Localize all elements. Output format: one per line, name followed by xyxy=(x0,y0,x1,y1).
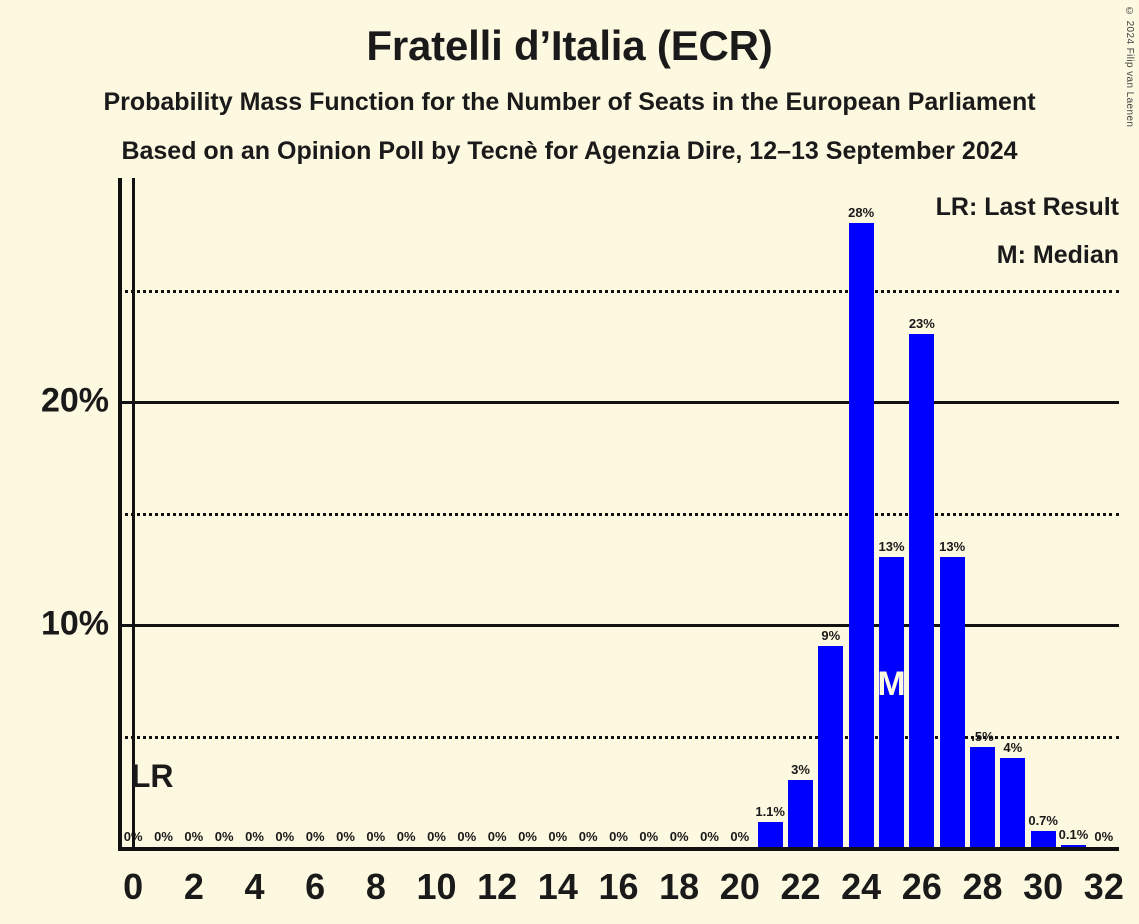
bar-value-label: 9% xyxy=(821,628,841,644)
bar xyxy=(818,646,844,847)
gridline-major xyxy=(118,401,1119,404)
bar-value-label: 0% xyxy=(305,829,325,844)
bar-value-label: 28% xyxy=(848,204,875,220)
gridline-minor xyxy=(118,735,1119,739)
bar-value-label: 0% xyxy=(487,829,507,844)
x-axis-tick-label: 18 xyxy=(659,866,700,907)
bar-value-label: 4% xyxy=(1003,739,1023,755)
last-result-marker-line xyxy=(131,178,135,847)
bar-value-label: 0% xyxy=(1094,829,1114,844)
x-axis-tick-label: 16 xyxy=(598,866,639,907)
bar xyxy=(1061,844,1086,847)
bar-value-label: 0% xyxy=(154,829,173,844)
legend-item-last-result: LR: Last Result xyxy=(935,193,1119,221)
x-axis-tick-label: 14 xyxy=(537,866,578,907)
x-axis-tick-label: 0 xyxy=(123,866,144,907)
median-marker-label: M xyxy=(877,665,906,703)
bar xyxy=(939,557,965,847)
bar-value-label: 0% xyxy=(609,829,628,844)
bar-value-label: 13% xyxy=(878,539,905,555)
bar xyxy=(1030,831,1056,847)
page-title: Fratelli d’Italia (ECR) xyxy=(366,22,773,69)
x-axis-tick-label: 20 xyxy=(719,866,760,907)
x-axis-line xyxy=(118,847,1119,851)
bar-value-label: 0% xyxy=(639,829,659,844)
bar xyxy=(848,222,874,847)
x-axis-tick-label: 4 xyxy=(244,866,265,907)
bar-value-label: 23% xyxy=(908,316,935,332)
bar-value-label: 0% xyxy=(548,829,568,844)
bar-value-label: 0.1% xyxy=(1058,826,1089,842)
copyright-notice: © 2024 Filip van Laenen xyxy=(1124,6,1135,128)
x-axis-tick-label: 10 xyxy=(416,866,457,907)
bar xyxy=(757,822,783,847)
bar-value-label: 0% xyxy=(275,829,295,844)
bar-value-label: .5% xyxy=(971,728,994,744)
chart-legend: LR: Last Result M: Median xyxy=(936,183,1119,279)
chart-subtitle-primary: Probability Mass Function for the Number… xyxy=(103,88,1036,116)
bar-value-label: 0% xyxy=(336,829,355,844)
bar-value-label: 0% xyxy=(578,829,598,844)
x-axis-tick-label: 2 xyxy=(183,866,204,907)
bar-value-label: 3% xyxy=(791,762,810,778)
bar-value-label: 0% xyxy=(518,829,537,844)
bar-value-label: 0% xyxy=(396,829,416,844)
x-axis-tick-label: 26 xyxy=(901,866,942,907)
chart-subtitle-source: Based on an Opinion Poll by Tecnè for Ag… xyxy=(121,137,1018,165)
x-axis-tick-label: 30 xyxy=(1023,866,1064,907)
legend-item-median: M: Median xyxy=(996,241,1119,269)
bar-value-label: 0% xyxy=(700,829,719,844)
bar xyxy=(788,780,813,847)
plot-area: 0% 0% 0% 0% 0% 0% 0% 0% 0% 0% 0% 0% 0% 0% 0% 0% 0% 0% 0% 0%… xyxy=(118,178,1119,851)
bar-value-label: 0% xyxy=(245,829,264,844)
bar xyxy=(879,557,904,847)
bar-value-label: 0% xyxy=(457,829,477,844)
bar-value-label: 0% xyxy=(427,829,446,844)
bar xyxy=(909,334,935,847)
bar xyxy=(1000,757,1026,847)
x-axis-tick-label: 6 xyxy=(305,866,326,907)
gridline-minor xyxy=(118,512,1119,516)
gridline-minor xyxy=(118,289,1119,293)
x-axis-tick-label: 28 xyxy=(962,866,1003,907)
bar-value-label: 13% xyxy=(939,539,966,555)
x-axis-tick-label: 32 xyxy=(1083,866,1124,907)
x-axis-tick-label: 8 xyxy=(365,866,386,907)
bar-value-label: 1.1% xyxy=(755,804,785,820)
y-axis-tick-label: 10% xyxy=(40,604,109,643)
x-axis-tick-label: 24 xyxy=(841,866,882,907)
bar-value-label: 0% xyxy=(184,829,204,844)
y-axis-tick-label: 20% xyxy=(40,381,109,420)
bar-value-label: 0.7% xyxy=(1028,813,1058,829)
gridline-major xyxy=(118,624,1119,627)
bar-value-label: 0% xyxy=(669,829,689,844)
x-axis-tick-label: 22 xyxy=(780,866,821,907)
bar xyxy=(970,746,995,847)
bar-value-label: 0% xyxy=(730,829,750,844)
bar-value-label: 0% xyxy=(214,829,234,844)
last-result-marker-label: LR xyxy=(130,758,174,794)
x-axis-tick-label: 12 xyxy=(477,866,518,907)
bar-value-label: 0% xyxy=(366,829,386,844)
